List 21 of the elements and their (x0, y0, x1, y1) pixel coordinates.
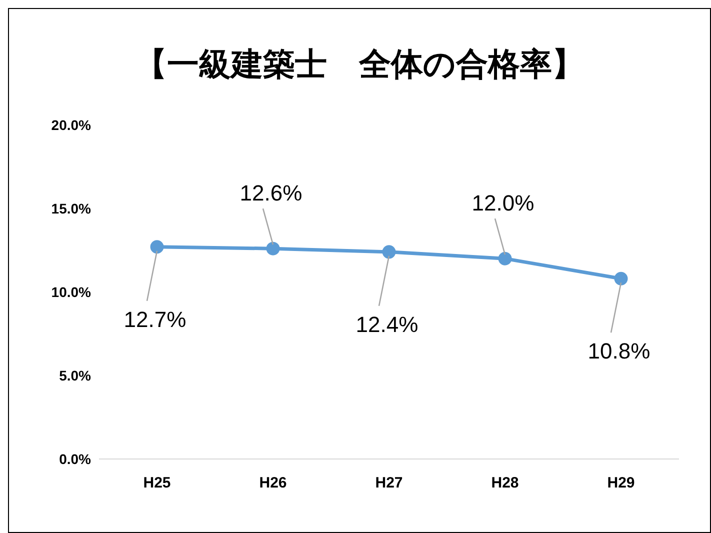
point (614, 272, 628, 286)
y-tick-label: 20.0% (51, 116, 92, 133)
chart-title: 【一級建築士 全体の合格率】 (134, 45, 585, 84)
point (266, 242, 280, 256)
data-label: 12.4% (356, 312, 418, 337)
y-tick-label: 10.0% (51, 284, 92, 300)
y-tick-label: 0.0% (59, 450, 92, 467)
data-label: 12.0% (472, 190, 534, 216)
y-tick-label: 15.0% (51, 200, 92, 216)
data-label: 12.6% (240, 180, 302, 206)
x-tick-label: H27 (375, 474, 403, 492)
data-label: 10.8% (588, 338, 650, 364)
x-tick-label: H26 (259, 474, 287, 492)
point (498, 252, 512, 266)
x-tick-label: H25 (143, 474, 171, 492)
x-tick-label: H29 (607, 474, 635, 492)
point (382, 245, 396, 259)
x-tick-label: H28 (491, 474, 519, 492)
data-label: 12.7% (124, 306, 186, 332)
point (150, 240, 164, 254)
y-tick-label: 5.0% (59, 367, 92, 384)
